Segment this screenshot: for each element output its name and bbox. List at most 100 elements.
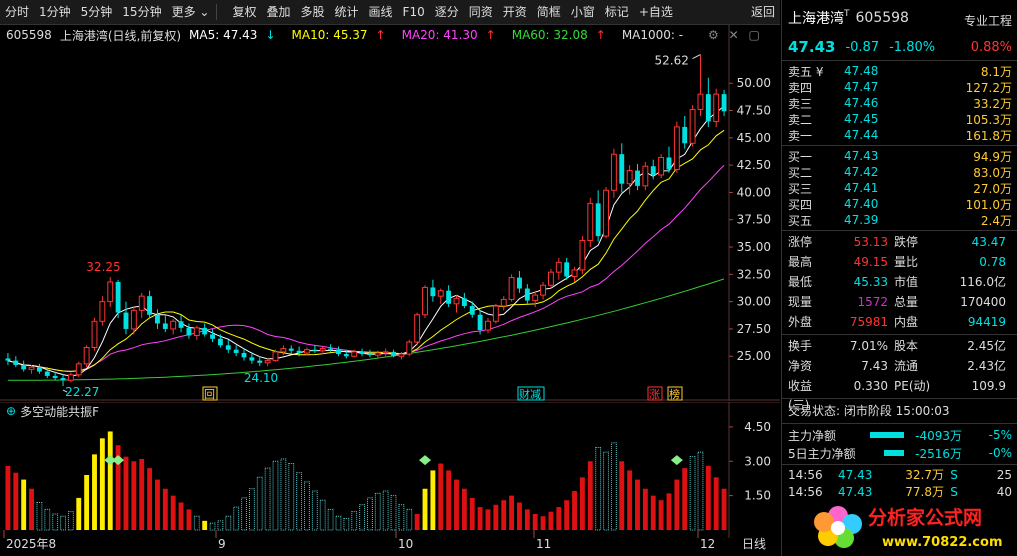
annotation-pointer (692, 54, 701, 60)
candle (217, 334, 223, 348)
signal-diamond (104, 455, 117, 466)
ind-bar (44, 508, 51, 531)
ind-bar (366, 497, 373, 531)
ma-legend: 605598 上海港湾 (日线,前复权) MA5: 47.43 ↓ MA10: 4… (0, 26, 691, 44)
annotation-low-sep: 24.10 (244, 371, 278, 385)
tab-1min[interactable]: 1分钟 (39, 5, 71, 19)
tick-time: 14:56 (788, 468, 823, 482)
candle-body (75, 363, 82, 376)
chart-mode[interactable]: (日线,前复权) (107, 28, 182, 43)
ind-bar (422, 488, 428, 530)
bid-price: 47.43 (844, 149, 879, 163)
ind-bar (595, 447, 602, 531)
indicator-name[interactable]: 多空动能共振F (20, 404, 99, 419)
candle (36, 363, 42, 374)
candle (351, 349, 358, 358)
candle-body (666, 157, 672, 170)
bid-row: 买五 47.39 2.4万 (782, 212, 1017, 228)
candle-body (367, 354, 373, 356)
candle-body (107, 281, 114, 303)
candlestick-chart[interactable]: 50.00 47.50 45.00 42.50 40.00 37.50 35.00 32.50… (0, 25, 780, 401)
tab-more[interactable]: 更多 ⌄ (167, 0, 215, 24)
stat-label: 流通 (894, 359, 919, 373)
candle (233, 345, 239, 357)
candle-body (210, 334, 215, 339)
candle-body (288, 348, 294, 351)
candle-body (170, 320, 177, 330)
back-button[interactable]: 返回 (750, 5, 775, 19)
ind-bar (170, 495, 176, 530)
candle (359, 348, 365, 357)
expand-icon[interactable]: ▢ (748, 28, 760, 42)
candle (193, 325, 200, 340)
ind-bar (52, 513, 59, 531)
ind-bar (115, 445, 121, 530)
candle-body (485, 320, 491, 331)
candle (44, 367, 50, 379)
stat-value: 116.0亿 (959, 275, 1006, 289)
restore-right-button[interactable]: 复权 (232, 5, 257, 19)
ask-price: 47.45 (844, 112, 879, 126)
tab-timeshare[interactable]: 分时 (5, 5, 30, 19)
candle (595, 190, 601, 242)
candle (280, 345, 287, 356)
stat-value: 0.78 (979, 255, 1006, 269)
flow-label[interactable]: 主力净额 (788, 428, 837, 443)
overlay-button[interactable]: 叠加 (266, 5, 291, 19)
candle-body (44, 371, 50, 376)
ind-bar (272, 460, 279, 531)
candle (564, 257, 570, 280)
mark-button[interactable]: 标记 (604, 5, 629, 19)
close-icon[interactable]: ✕ (728, 28, 739, 42)
indicator-chart[interactable]: 4.50 3.00 1.50 2025年8 9 10 11 12 日线 (0, 402, 780, 556)
candle-body (587, 202, 594, 241)
ind-bar (131, 461, 137, 530)
open-asset-button[interactable]: 开资 (502, 5, 527, 19)
tick-volume: 77.8万 (905, 485, 944, 499)
candle (312, 345, 318, 353)
candle-body (233, 349, 239, 353)
multi-stock-button[interactable]: 多股 (300, 5, 325, 19)
tab-5min[interactable]: 5分钟 (80, 5, 113, 19)
candle (13, 356, 19, 368)
settings-icon[interactable]: ⚙ (708, 28, 719, 42)
draw-line-button[interactable]: 画线 (368, 5, 393, 19)
ma60-value: MA60: 32.08 (511, 28, 588, 42)
same-asset-button[interactable]: 同资 (468, 5, 493, 19)
ask-label: 卖三 (788, 96, 813, 111)
candle-body (406, 341, 413, 355)
step-button[interactable]: 逐分 (434, 5, 459, 19)
ind-bar (438, 463, 444, 530)
simple-frame-button[interactable]: 简框 (536, 5, 561, 19)
stock-name: 上海港湾 (59, 28, 108, 43)
ask-qty: 161.8万 (965, 128, 1012, 143)
ind-bar (548, 511, 554, 530)
candle (705, 77, 711, 127)
candle-body (123, 312, 129, 329)
candle-body (264, 360, 271, 364)
candle-body (713, 93, 720, 122)
bid-label: 买三 (788, 181, 813, 196)
candle-body (359, 351, 365, 355)
stat-value: 43.47 (971, 235, 1006, 249)
candle-body (414, 314, 421, 343)
candle (391, 349, 396, 358)
ind-bar (225, 515, 232, 531)
tab-15min[interactable]: 15分钟 (122, 5, 162, 19)
ind-bar (327, 508, 334, 531)
bid-book: 买一 47.43 94.9万 买二 47.42 83.0万 买三 47.41 27.0万 买… (782, 148, 1017, 228)
candle (296, 346, 302, 357)
flow-label[interactable]: 5日主力净额 (788, 446, 856, 461)
f10-button[interactable]: F10 (402, 5, 425, 19)
candle (147, 290, 153, 319)
x-axis-label: 日线 (742, 537, 766, 551)
y-tick-label: 47.50 (737, 104, 771, 118)
stat-value: 94419 (967, 315, 1006, 329)
stats-button[interactable]: 统计 (334, 5, 359, 19)
ind-bar (186, 509, 192, 530)
ind-bar (658, 500, 664, 530)
ind-bar (485, 509, 491, 530)
pro-label[interactable]: 专业工程 (963, 14, 1012, 28)
add-watchlist-button[interactable]: +自选 (638, 5, 673, 19)
small-window-button[interactable]: 小窗 (570, 5, 595, 19)
